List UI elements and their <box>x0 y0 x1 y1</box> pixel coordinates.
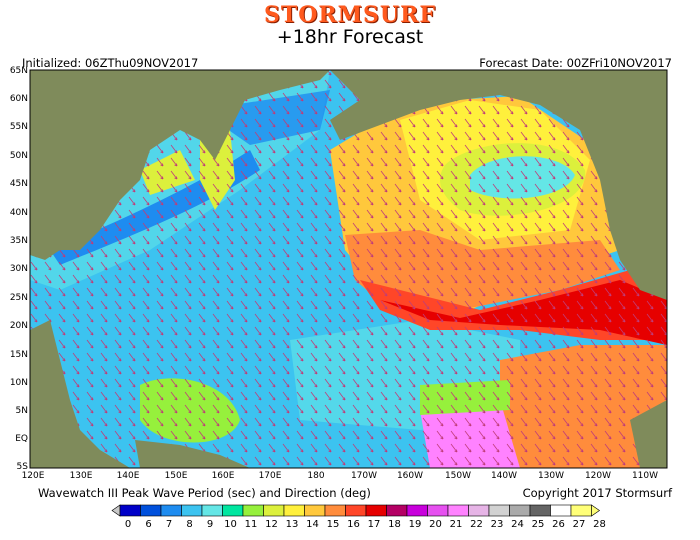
central-america-land <box>630 400 667 468</box>
lat-label: 5S <box>16 462 28 472</box>
legend-color-box <box>242 504 264 517</box>
lon-label: 170E <box>258 471 282 481</box>
legend-color-box <box>509 504 531 517</box>
legend-tick: 17 <box>367 519 381 530</box>
legend-tick: 19 <box>408 519 422 530</box>
map-field <box>30 70 667 468</box>
forecast-title: +18hr Forecast <box>276 26 424 48</box>
legend-tick: 23 <box>490 519 504 530</box>
lat-label: 15N <box>9 350 28 360</box>
lon-label: 130W <box>537 471 565 481</box>
lat-label: 20N <box>9 321 28 331</box>
legend-tick: 14 <box>306 519 319 530</box>
legend-color-box <box>140 504 162 517</box>
lon-label: 160W <box>396 471 424 481</box>
legend-tick: 20 <box>429 519 442 530</box>
new-guinea-land <box>135 440 250 468</box>
legend-color-box <box>181 504 203 517</box>
legend-color-box <box>570 504 592 517</box>
legend-color-box <box>447 504 469 517</box>
period-color-legend <box>111 504 601 517</box>
forecast-date: Forecast Date: 00ZFri10NOV2017 <box>479 56 672 70</box>
legend-tick: 18 <box>388 519 401 530</box>
lat-label: 10N <box>9 378 28 388</box>
legend-tick: 16 <box>347 519 360 530</box>
legend-tick: 6 <box>145 519 152 530</box>
legend-tick: 26 <box>552 519 565 530</box>
legend-color-box <box>201 504 223 517</box>
legend-tick: 9 <box>206 519 214 530</box>
legend-tick: 11 <box>244 519 258 530</box>
legend-tick: 25 <box>531 519 545 530</box>
lon-label: 150W <box>444 471 472 481</box>
legend-color-box <box>427 504 449 517</box>
legend-cap-right <box>591 504 601 517</box>
legend-color-box <box>345 504 367 517</box>
legend-color-box <box>160 504 182 517</box>
legend-color-box <box>304 504 326 517</box>
lat-label: 30N <box>9 264 28 274</box>
legend-tick: 13 <box>285 519 299 530</box>
lon-label: 140E <box>116 471 140 481</box>
lon-label: 130E <box>69 471 93 481</box>
map-caption: Wavewatch III Peak Wave Period (sec) and… <box>38 486 371 500</box>
lat-label: EQ <box>15 434 28 444</box>
legend-tick: 28 <box>593 519 606 530</box>
legend-color-box <box>406 504 428 517</box>
legend-tick: 0 <box>124 519 132 530</box>
legend-tick: 10 <box>224 519 237 530</box>
legend-color-box <box>550 504 572 517</box>
legend-tick: 12 <box>265 519 278 530</box>
legend-tick: 8 <box>186 519 193 530</box>
lat-label: 50N <box>9 151 28 161</box>
legend-color-box <box>529 504 551 517</box>
lon-label: 170W <box>350 471 378 481</box>
legend-tick: 7 <box>165 519 173 530</box>
stormsurf-logo: STORMSURF <box>263 2 437 28</box>
asia-land <box>30 70 330 260</box>
legend-cap-left <box>111 504 121 517</box>
initialized-time: Initialized: 06ZThu09NOV2017 <box>22 56 199 70</box>
lat-label: 45N <box>9 179 28 189</box>
lat-label: 40N <box>9 208 28 218</box>
lat-label: 65N <box>9 66 28 76</box>
legend-color-box <box>468 504 490 517</box>
legend-tick: 15 <box>326 519 340 530</box>
legend-color-box <box>324 504 346 517</box>
legend-color-box <box>488 504 510 517</box>
legend-tick: 21 <box>449 519 463 530</box>
lon-label: 120E <box>21 471 45 481</box>
legend-tick: 22 <box>470 519 483 530</box>
legend-tick: 27 <box>572 519 586 530</box>
lon-label: 140W <box>490 471 518 481</box>
lat-label: 5N <box>15 406 28 416</box>
map-frame <box>29 69 668 469</box>
legend-color-box <box>283 504 305 517</box>
legend-color-box <box>119 504 141 517</box>
lat-label: 55N <box>9 122 28 132</box>
legend-color-box <box>386 504 408 517</box>
lon-label: 110W <box>631 471 659 481</box>
lat-label: 35N <box>9 236 28 246</box>
legend-tick: 24 <box>511 519 524 530</box>
lon-label: 150E <box>164 471 188 481</box>
lon-label: 120W <box>584 471 612 481</box>
lat-label: 25N <box>9 293 28 303</box>
legend-color-box <box>365 504 387 517</box>
copyright-text: Copyright 2017 Stormsurf <box>522 486 672 500</box>
lon-label: 180 <box>307 471 325 481</box>
legend-color-box <box>263 504 285 517</box>
legend-color-box <box>222 504 244 517</box>
lon-label: 160E <box>211 471 235 481</box>
maritime-asia-land <box>30 320 130 468</box>
north-america-land <box>330 70 667 300</box>
lat-label: 60N <box>9 94 28 104</box>
